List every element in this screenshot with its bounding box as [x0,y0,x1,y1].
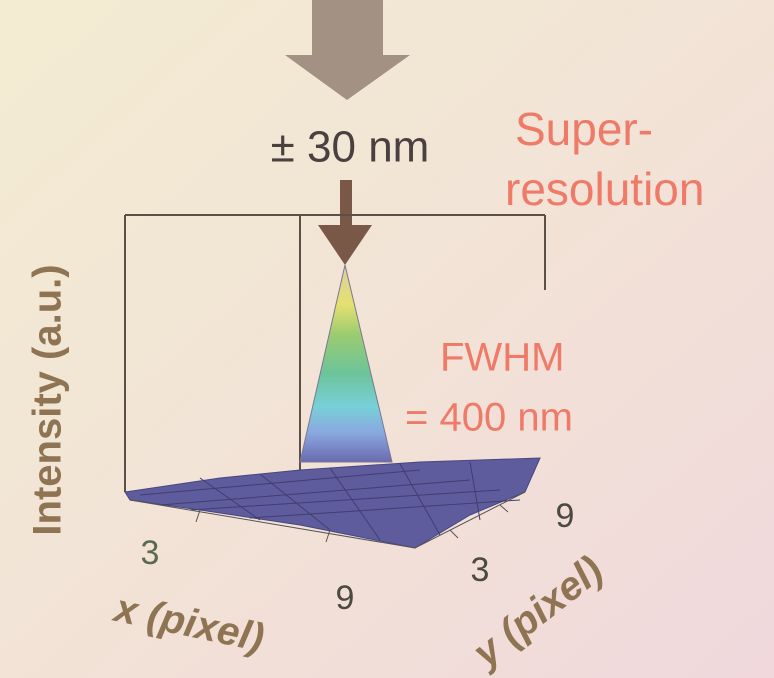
uncertainty: ± 30 nm [271,123,430,172]
fwhm-value: = 400 nm [405,396,573,440]
y-tick-label: 3 [471,551,490,589]
headline-line: resolution [505,163,704,215]
x-tick-label: 9 [336,579,355,617]
fwhm-label: FWHM [440,336,564,380]
y-tick-label: 9 [556,497,575,535]
z-axis-label: Intensity (a.u.) [26,264,70,535]
x-tick-label: 3 [141,534,160,572]
headline-line: Super- [515,103,653,155]
background [0,0,774,678]
slide-photo: ± 30 nm Super- resolution FWHM = 400 nm … [0,0,774,678]
